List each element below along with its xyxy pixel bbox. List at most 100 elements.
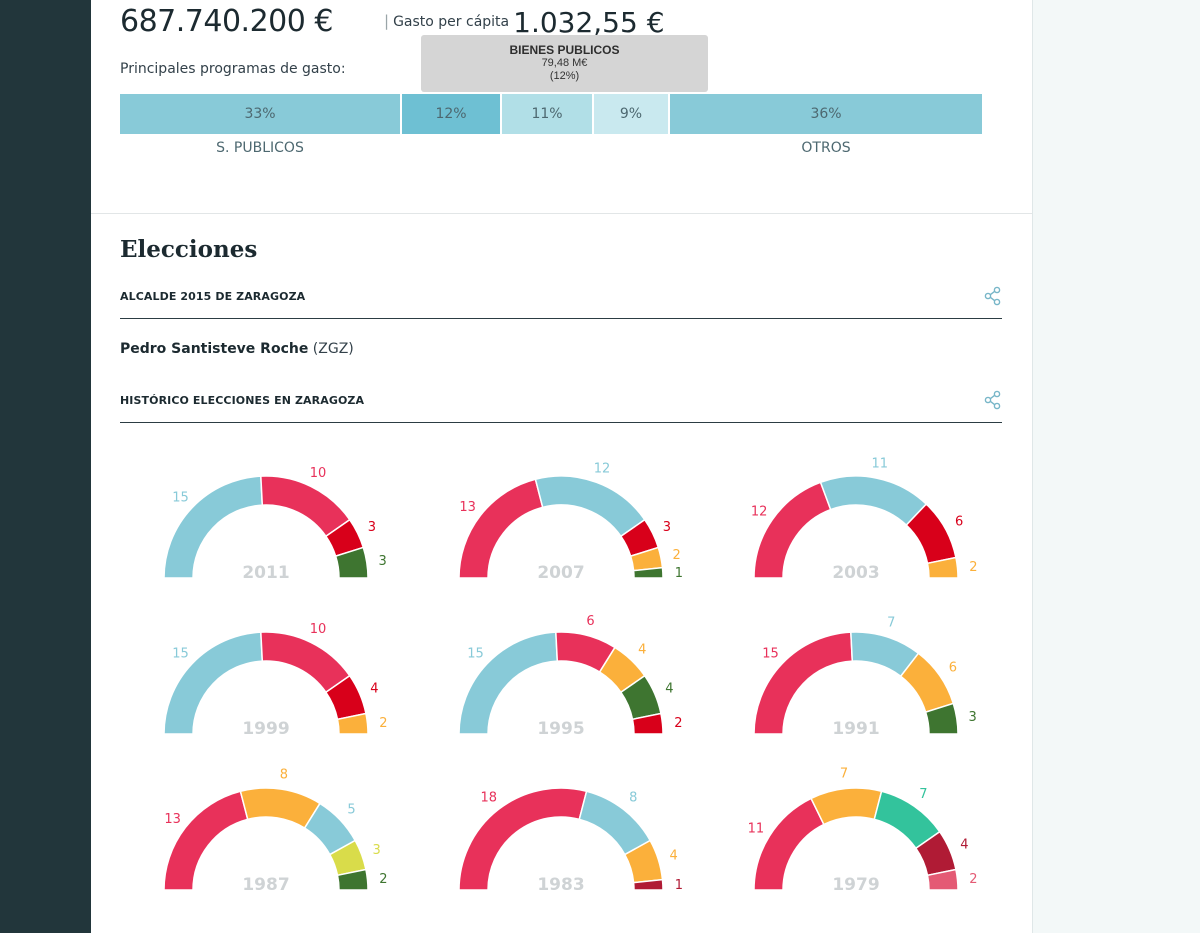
mayor-section-label: ALCALDE 2015 DE ZARAGOZA (120, 290, 306, 303)
seat-label-1999-2: 10 (310, 622, 327, 637)
seat-label-1995-1: 15 (467, 647, 484, 662)
tooltip-share: (12%) (549, 70, 580, 82)
seat-arc-1983-4[interactable] (632, 878, 664, 891)
seat-arc-1979-5[interactable] (926, 868, 959, 891)
per-capita-label: Gasto per cápita (393, 14, 510, 30)
seat-label-1979-3: 7 (919, 787, 927, 802)
seat-arc-1983-2[interactable] (578, 790, 652, 856)
seat-label-1991-4: 3 (968, 710, 976, 725)
share-icon-graphic (984, 390, 1001, 410)
right-panel (1032, 0, 1200, 933)
seat-arc-2007-2[interactable] (534, 475, 646, 538)
seat-label-1979-4: 4 (960, 837, 968, 852)
election-year-1979: 1979 (832, 875, 879, 895)
seat-label-2003-3: 6 (955, 515, 963, 530)
seat-label-2007-2: 12 (594, 461, 611, 476)
seat-label-1999-3: 4 (370, 681, 378, 696)
spending-segment-1[interactable]: 33% (120, 94, 400, 134)
seat-arc-2011-2[interactable] (260, 475, 351, 538)
separator: | (384, 12, 390, 30)
spending-segment-3[interactable]: 11% (502, 94, 592, 134)
seat-label-1991-3: 6 (949, 661, 957, 676)
election-year-2011: 2011 (242, 563, 289, 583)
left-sidebar (0, 0, 91, 933)
election-year-1987: 1987 (242, 875, 289, 895)
spending-segment-2[interactable]: 12% (402, 94, 500, 134)
seat-label-1995-2: 6 (586, 614, 594, 629)
seat-label-1987-4: 3 (373, 843, 381, 858)
election-year-2003: 2003 (832, 563, 879, 583)
share-icon-graphic (984, 286, 1001, 306)
seat-label-1995-3: 4 (638, 642, 646, 657)
share-icon[interactable] (984, 286, 1002, 310)
history-rule (120, 422, 1002, 423)
segment-tooltip: BIENES PUBLICOS 79,48 M€ (12%) (421, 35, 708, 92)
mayor-party: (ZGZ) (312, 341, 354, 357)
seat-label-1995-4: 4 (665, 681, 673, 696)
segment-label-otros: OTROS (801, 140, 851, 156)
share-icon[interactable] (984, 390, 1002, 414)
seat-arc-1999-4[interactable] (336, 712, 369, 735)
seat-arc-2007-5[interactable] (632, 566, 664, 579)
seat-label-1987-2: 8 (280, 767, 288, 782)
seat-arc-2011-4[interactable] (334, 546, 369, 579)
seat-label-1999-4: 2 (379, 716, 387, 731)
election-year-2007: 2007 (537, 563, 584, 583)
seat-label-2011-1: 15 (172, 491, 189, 506)
seat-label-2007-4: 2 (672, 548, 680, 563)
spending-segment-5[interactable]: 36% (670, 94, 982, 134)
seat-label-1999-1: 15 (172, 647, 189, 662)
seat-label-1987-5: 2 (379, 872, 387, 887)
tooltip-title: BIENES PUBLICOS (509, 43, 620, 57)
seat-label-1995-5: 2 (674, 716, 682, 731)
seat-arc-2003-2[interactable] (819, 475, 928, 527)
seat-label-2003-1: 12 (751, 505, 768, 520)
seat-arc-1995-5[interactable] (631, 712, 664, 735)
per-capita: | Gasto per cápita 1.032,55 € (384, 6, 665, 39)
seat-label-1983-1: 18 (480, 791, 497, 806)
segment-label-spublicos: S. PUBLICOS (216, 140, 304, 156)
total-budget: 687.740.200 € (120, 4, 333, 39)
seat-arc-1991-4[interactable] (924, 702, 959, 735)
seat-label-2003-4: 2 (969, 560, 977, 575)
seat-label-1991-1: 15 (762, 647, 779, 662)
seat-label-1991-2: 7 (887, 615, 895, 630)
seat-label-1987-3: 5 (347, 803, 355, 818)
election-year-1999: 1999 (242, 719, 289, 739)
tooltip-amount: 79,48 M€ (541, 57, 588, 69)
seat-label-2011-3: 3 (368, 520, 376, 535)
seat-arc-2007-1[interactable] (458, 478, 544, 579)
section-divider (91, 213, 1032, 214)
seat-arc-1987-5[interactable] (336, 868, 369, 891)
mayor-rule (120, 318, 1002, 319)
seat-arc-1999-2[interactable] (260, 631, 351, 694)
per-capita-value: 1.032,55 € (513, 6, 665, 39)
seat-label-2007-3: 3 (663, 520, 671, 535)
seat-label-1979-2: 7 (840, 767, 848, 782)
seat-label-1983-3: 4 (669, 849, 677, 864)
seat-arc-2003-1[interactable] (753, 481, 832, 579)
election-year-1995: 1995 (537, 719, 584, 739)
spending-bar: 33% 12% 11% 9% 36% (120, 94, 982, 134)
seat-label-1983-2: 8 (629, 791, 637, 806)
seat-arc-1979-2[interactable] (810, 787, 883, 826)
elections-title: Elecciones (120, 236, 258, 263)
seat-label-2007-1: 13 (459, 500, 476, 515)
seat-label-2003-2: 11 (871, 456, 888, 471)
election-year-1991: 1991 (832, 719, 879, 739)
main-content: 687.740.200 € | Gasto per cápita 1.032,55 … (91, 0, 1032, 933)
seat-label-2011-4: 3 (378, 554, 386, 569)
seat-label-2011-2: 10 (310, 466, 327, 481)
history-section-label: HISTÓRICO ELECCIONES EN ZARAGOZA (120, 394, 365, 407)
seat-arc-1987-1[interactable] (163, 790, 249, 891)
seat-label-1983-4: 1 (675, 878, 683, 893)
election-history-charts: 1510332011131232120071211622003151042199… (163, 456, 978, 895)
seat-label-1979-1: 11 (748, 822, 765, 837)
spending-segment-4[interactable]: 9% (594, 94, 668, 134)
seat-arc-2003-4[interactable] (926, 556, 959, 579)
seat-label-2007-5: 1 (675, 566, 683, 581)
seat-label-1979-5: 2 (969, 872, 977, 887)
mayor-name: Pedro Santisteve Roche (120, 341, 309, 357)
mayor-line: Pedro Santisteve Roche (ZGZ) (120, 341, 354, 357)
seat-arc-1979-1[interactable] (753, 797, 825, 891)
